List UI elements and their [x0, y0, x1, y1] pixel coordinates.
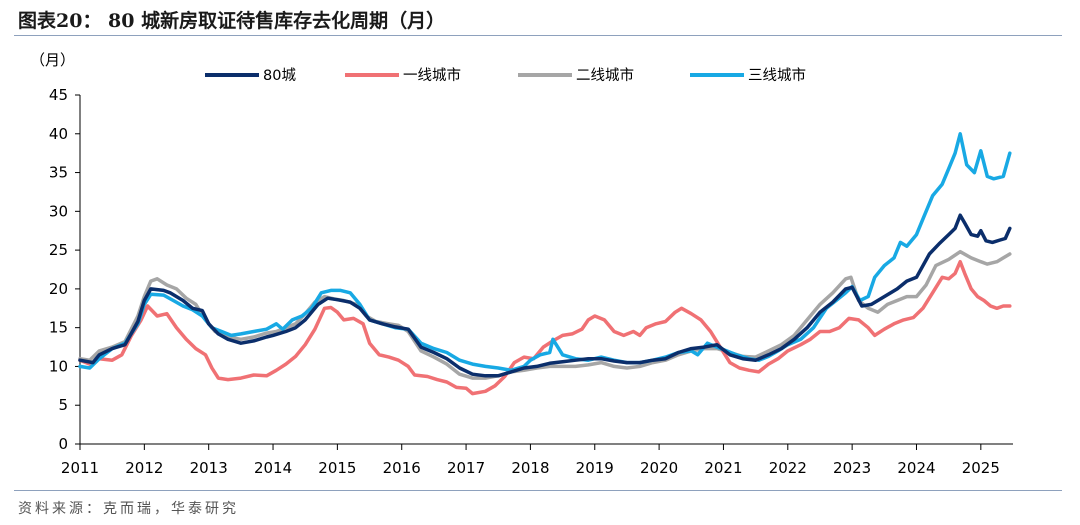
- x-tick-label: 2014: [254, 459, 292, 477]
- x-tick-label: 2025: [962, 459, 1000, 477]
- series-line-2: [78, 249, 1012, 380]
- series-line-0: [78, 213, 1012, 378]
- y-axis-label: （月）: [30, 51, 75, 69]
- y-tick-label: 20: [49, 280, 68, 298]
- y-tick-label: 0: [58, 435, 68, 453]
- x-tick-label: 2022: [769, 459, 807, 477]
- x-tick-label: 2013: [190, 459, 228, 477]
- x-tick-label: 2021: [704, 459, 742, 477]
- y-tick-label: 25: [49, 241, 68, 259]
- x-tick-label: 2020: [640, 459, 678, 477]
- legend-label-2: 二线城市: [576, 67, 634, 84]
- series-line-3: [78, 132, 1012, 373]
- y-tick-label: 40: [49, 125, 68, 143]
- y-tick-label: 10: [49, 357, 68, 375]
- legend-label-1: 一线城市: [403, 67, 461, 84]
- title-divider: [14, 35, 1062, 36]
- x-tick-label: 2024: [897, 459, 935, 477]
- y-tick-label: 5: [58, 396, 68, 414]
- x-tick-label: 2012: [125, 459, 163, 477]
- series-line-1: [78, 259, 1012, 396]
- x-tick-label: 2018: [511, 459, 549, 477]
- x-tick-label: 2019: [576, 459, 614, 477]
- x-tick-label: 2011: [61, 459, 99, 477]
- x-tick-label: 2016: [383, 459, 421, 477]
- x-tick-label: 2023: [833, 459, 871, 477]
- y-tick-label: 35: [49, 164, 68, 182]
- legend-label-0: 80城: [263, 67, 296, 84]
- source-note: 资料来源：克而瑞，华泰研究: [18, 501, 239, 517]
- x-tick-label: 2015: [318, 459, 356, 477]
- chart-legend: 80城 一线城市 二线城市 三线城市: [205, 67, 806, 84]
- x-axis: 2011 2012 2013 2014 2015 2016 2017 2018 2019 2020…: [61, 443, 1013, 477]
- y-tick-label: 15: [49, 319, 68, 337]
- figure-title: 图表20： 80 城新房取证待售库存去化周期（月）: [18, 10, 446, 32]
- x-tick-label: 2017: [447, 459, 485, 477]
- series-layer: [78, 132, 1012, 396]
- source-divider: [14, 490, 1062, 491]
- y-axis: 0 5 10 15 20 25 30 35 40 45: [49, 86, 81, 453]
- legend-label-3: 三线城市: [748, 67, 806, 84]
- y-tick-label: 30: [49, 202, 68, 220]
- y-tick-label: 45: [49, 86, 68, 104]
